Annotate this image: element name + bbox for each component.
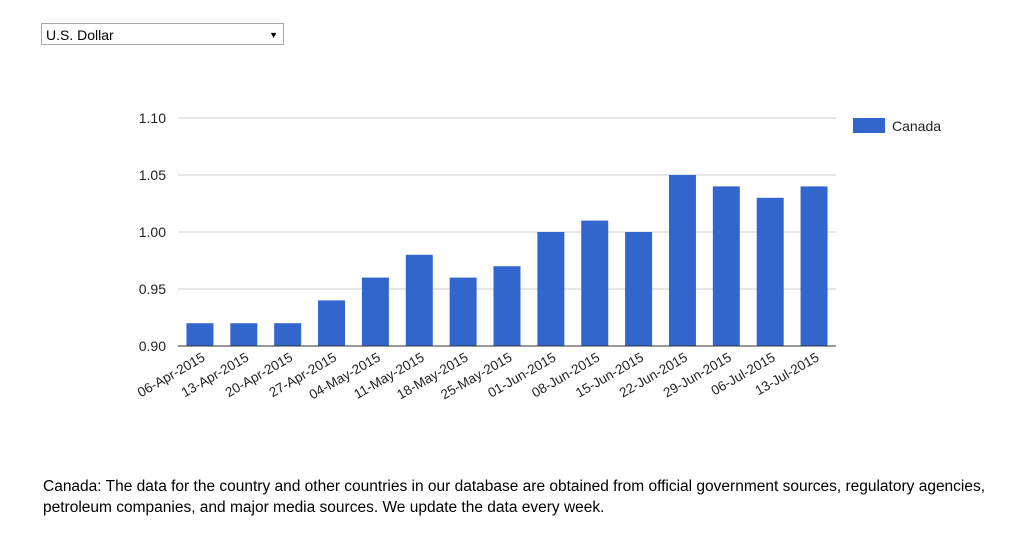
bar bbox=[274, 323, 302, 346]
y-tick-label: 1.05 bbox=[139, 167, 166, 183]
bar bbox=[405, 254, 433, 346]
y-tick-label: 0.90 bbox=[139, 338, 166, 354]
dropdown-arrow-icon[interactable]: ▼ bbox=[269, 30, 278, 40]
bar bbox=[668, 175, 696, 346]
bar bbox=[581, 220, 609, 346]
bar bbox=[186, 323, 214, 346]
bar bbox=[318, 300, 346, 346]
y-tick-label: 1.10 bbox=[139, 110, 166, 126]
currency-select[interactable]: U.S. Dollar ▼ bbox=[41, 23, 284, 45]
legend-label: Canada bbox=[892, 118, 941, 134]
bar bbox=[537, 232, 565, 346]
y-tick-label: 0.95 bbox=[139, 281, 166, 297]
bar bbox=[756, 197, 784, 346]
bar bbox=[712, 186, 740, 346]
currency-select-value: U.S. Dollar bbox=[46, 27, 114, 43]
bar bbox=[230, 323, 258, 346]
footnote: Canada: The data for the country and oth… bbox=[43, 478, 986, 516]
bar-chart: 0.900.951.001.051.1006-Apr-201513-Apr-20… bbox=[135, 110, 941, 402]
y-tick-label: 1.00 bbox=[139, 224, 166, 240]
bar bbox=[800, 186, 828, 346]
legend-swatch bbox=[853, 118, 885, 133]
bar bbox=[361, 277, 389, 346]
bar bbox=[493, 266, 521, 346]
bar bbox=[625, 232, 653, 346]
bar bbox=[449, 277, 477, 346]
